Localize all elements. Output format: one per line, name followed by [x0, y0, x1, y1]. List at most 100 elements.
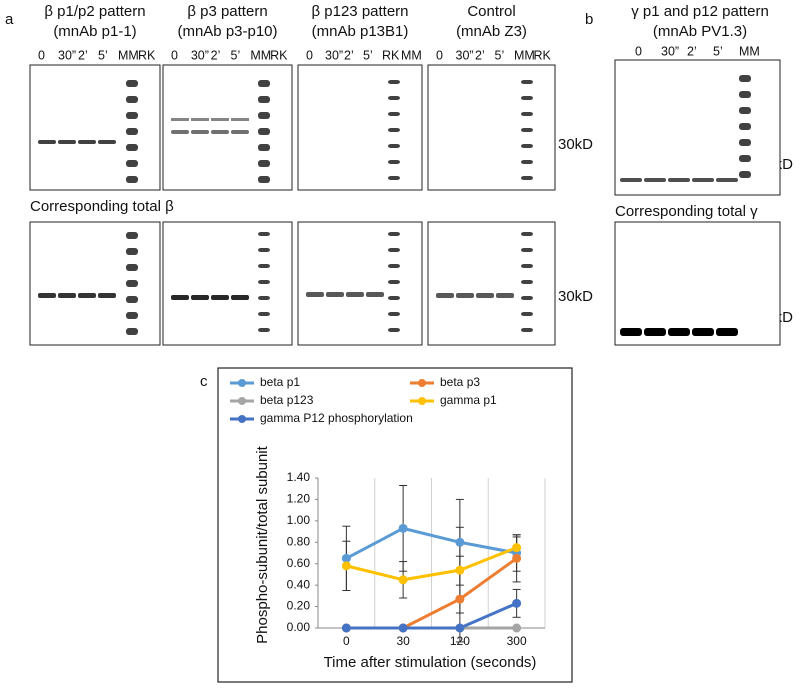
ladder-band [521, 280, 533, 284]
band [456, 293, 474, 298]
lane-label: 2’ [211, 48, 221, 62]
ladder-band [126, 160, 138, 167]
legend-label: beta p1 [260, 375, 300, 389]
ladder-band [126, 296, 138, 303]
lane-label: 0 [38, 48, 45, 62]
x-tick-label: 30 [396, 634, 410, 648]
y-tick-label: 0.20 [287, 599, 311, 613]
ladder-band [258, 128, 270, 135]
ladder-band [258, 248, 270, 252]
band [620, 328, 642, 336]
band [306, 292, 324, 297]
y-tick-label: 1.40 [287, 470, 311, 484]
ladder-band [388, 312, 400, 316]
blot-title: β p3 pattern [187, 3, 267, 20]
band [346, 292, 364, 297]
band [476, 293, 494, 298]
data-point [398, 575, 408, 585]
ladder-band [126, 232, 138, 239]
lane-label: 5’ [363, 48, 373, 62]
panel-label: a [5, 11, 14, 28]
band [78, 140, 96, 144]
lane-label: MM [401, 48, 422, 62]
band [78, 293, 96, 298]
band [211, 118, 229, 121]
ladder-band [521, 128, 533, 132]
ladder-band [521, 296, 533, 300]
band [98, 140, 116, 144]
ladder-band [388, 296, 400, 300]
legend-swatch [418, 379, 426, 387]
ladder-band [521, 144, 533, 148]
ladder-band [258, 280, 270, 284]
blot [427, 221, 556, 346]
lane-label: 0 [171, 48, 178, 62]
y-axis-title: Phospho-subunit/total subunit [254, 445, 271, 643]
lane-label: 30” [325, 48, 343, 62]
total-label: Corresponding total γ [615, 203, 758, 220]
y-tick-label: 1.20 [287, 492, 311, 506]
ladder-band [126, 128, 138, 135]
ladder-band [126, 264, 138, 271]
band [191, 118, 209, 121]
blot [162, 221, 293, 346]
lane-label: 2’ [687, 44, 697, 58]
ladder-band [739, 155, 751, 162]
ladder-band [521, 176, 533, 180]
band [98, 293, 116, 298]
blot-subtitle: (mnAb p3-p10) [177, 23, 277, 40]
lane-label: 5’ [231, 48, 241, 62]
ladder-band [388, 112, 400, 116]
ladder-band [388, 176, 400, 180]
ladder-band [739, 107, 751, 114]
data-point [455, 565, 465, 575]
legend-swatch [238, 379, 246, 387]
blot [297, 221, 423, 346]
band [668, 328, 690, 336]
ladder-band [388, 144, 400, 148]
lane-label: 5’ [495, 48, 505, 62]
data-point [512, 553, 522, 563]
y-tick-label: 0.40 [287, 577, 311, 591]
data-point [455, 594, 465, 604]
legend-label: gamma p1 [440, 393, 497, 407]
ladder-band [126, 280, 138, 287]
ladder-band [521, 328, 533, 332]
lane-label: 30” [661, 44, 679, 58]
ladder-band [258, 176, 270, 183]
band [58, 140, 76, 144]
lane-label: MM [739, 44, 760, 58]
lane-label: MM [514, 48, 535, 62]
blot-subtitle: (mnAb p13B1) [312, 23, 409, 40]
lane-label: 2’ [475, 48, 485, 62]
legend-swatch [418, 397, 426, 405]
ladder-band [521, 232, 533, 236]
legend-label: beta p3 [440, 375, 480, 389]
band [692, 328, 714, 336]
band [620, 178, 642, 182]
ladder-band [258, 112, 270, 119]
blot-subtitle: (mnAb Z3) [456, 23, 527, 40]
panel-label: b [585, 11, 593, 28]
blot [297, 64, 423, 191]
y-tick-label: 0.80 [287, 534, 311, 548]
ladder-band [388, 96, 400, 100]
lane-label: 30” [456, 48, 474, 62]
x-tick-label: 300 [507, 634, 527, 648]
lane-label: 5’ [713, 44, 723, 58]
legend-label: gamma P12 phosphorylation [260, 411, 413, 425]
blot [427, 64, 556, 191]
series-line [346, 546, 518, 582]
lane-label: RK [534, 48, 552, 62]
ladder-band [258, 96, 270, 103]
ladder-band [126, 144, 138, 151]
blot-subtitle: (mnAb p1-1) [53, 23, 136, 40]
ladder-band [126, 248, 138, 255]
mw-label: 30kD [558, 288, 593, 305]
blot-title: β p123 pattern [311, 3, 408, 20]
band [716, 178, 738, 182]
band [231, 295, 249, 300]
lane-label: 0 [306, 48, 313, 62]
blot-title: Control [467, 3, 515, 20]
